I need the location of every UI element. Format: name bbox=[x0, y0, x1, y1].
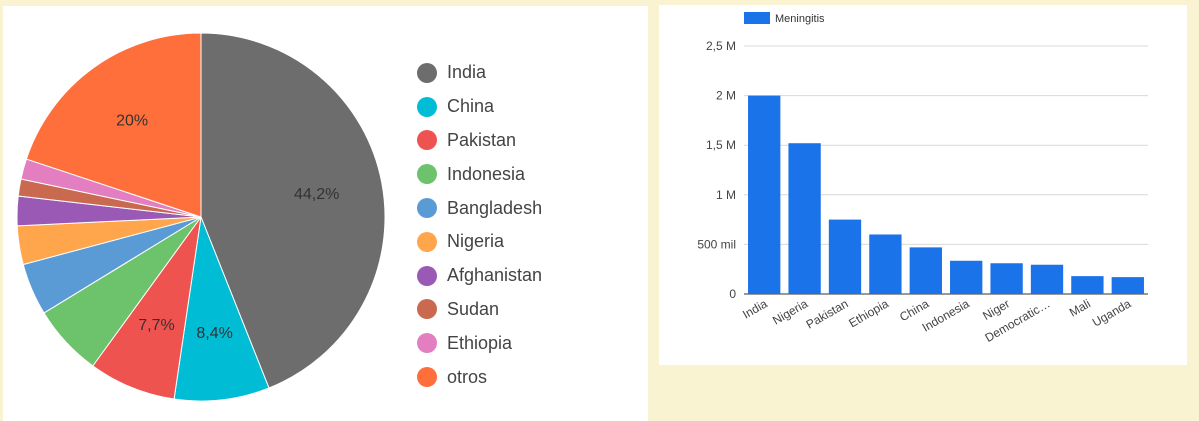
y-tick-label: 0 bbox=[729, 287, 736, 301]
pie-legend: India China Pakistan Indonesia Bangladesh Nig… bbox=[417, 56, 542, 394]
legend-label-ethiopia: Ethiopia bbox=[447, 332, 513, 353]
legend-item-otros[interactable]: otros bbox=[417, 360, 542, 394]
pie-data-label-pakistan: 7,7% bbox=[138, 317, 174, 334]
legend-label-india: India bbox=[447, 62, 487, 83]
legend-item-ethiopia[interactable]: Ethiopia bbox=[417, 326, 542, 360]
pie-slice-india[interactable] bbox=[200, 32, 386, 389]
bar-democratic[interactable] bbox=[1030, 264, 1064, 294]
legend-item-afghanistan[interactable]: Afghanistan bbox=[417, 259, 542, 293]
x-tick-label-india: India bbox=[740, 296, 770, 321]
legend-swatch-nigeria bbox=[417, 231, 437, 252]
bar-indonesia[interactable] bbox=[950, 260, 983, 294]
legend-item-india[interactable]: India bbox=[417, 56, 542, 90]
legend-item-bangladesh[interactable]: Bangladesh bbox=[417, 191, 542, 225]
legend-swatch-afghanistan bbox=[417, 265, 437, 286]
legend-swatch-india bbox=[417, 62, 437, 83]
legend-item-pakistan[interactable]: Pakistan bbox=[417, 124, 542, 158]
bar-chart: 0 500 mil 1 M 1,5 M 2 M 2,5 M India NigeriaPaki… bbox=[697, 12, 1148, 345]
legend-item-china[interactable]: China bbox=[417, 90, 542, 124]
bar-uganda[interactable] bbox=[1111, 277, 1144, 294]
legend-item-nigeria[interactable]: Nigeria bbox=[417, 225, 542, 259]
legend-swatch-meningitis bbox=[744, 12, 770, 24]
bar-nigeria[interactable] bbox=[788, 143, 821, 294]
x-tick-label-uganda: Uganda bbox=[1090, 296, 1134, 329]
legend-label-sudan: Sudan bbox=[447, 298, 500, 319]
bar-niger[interactable] bbox=[990, 263, 1023, 294]
legend-label-meningitis[interactable]: Meningitis bbox=[775, 13, 825, 25]
legend-swatch-sudan bbox=[417, 299, 437, 320]
legend-swatch-indonesia bbox=[417, 164, 437, 185]
bar-china[interactable] bbox=[909, 247, 942, 294]
y-tick-label: 2 M bbox=[716, 89, 736, 103]
legend-swatch-bangladesh bbox=[417, 198, 437, 219]
bar-india[interactable] bbox=[748, 95, 781, 294]
legend-label-indonesia: Indonesia bbox=[447, 163, 526, 184]
legend-swatch-otros bbox=[417, 367, 437, 388]
bar-chart-panel: 0 500 mil 1 M 1,5 M 2 M 2,5 M India Nigeria Paki… bbox=[659, 5, 1187, 365]
pie-chart-panel: 44,2% 8,4% 7,7% 20% India China Pakistan Indon… bbox=[3, 6, 648, 421]
x-tick-label-ethiopia: Ethiopia bbox=[846, 296, 891, 330]
bar-pakistan[interactable] bbox=[828, 219, 862, 294]
pie-data-label-india: 44,2% bbox=[294, 186, 339, 203]
y-tick-label: 2,5 M bbox=[706, 39, 736, 53]
legend-label-china: China bbox=[447, 96, 495, 117]
y-tick-label: 500 mil bbox=[697, 237, 736, 251]
pie-data-label-otros: 20% bbox=[116, 113, 148, 130]
bar-ethiopia[interactable] bbox=[869, 234, 902, 294]
legend-swatch-china bbox=[417, 96, 437, 117]
pie-chart: 44,2% 8,4% 7,7% 20% bbox=[16, 32, 386, 402]
legend-label-bangladesh: Bangladesh bbox=[447, 197, 543, 218]
x-tick-label-nigeria: Nigeria bbox=[770, 296, 810, 327]
x-tick-label-pakistan: Pakistan bbox=[804, 296, 851, 331]
legend-item-sudan[interactable]: Sudan bbox=[417, 293, 542, 327]
legend-swatch-pakistan bbox=[417, 130, 437, 151]
x-tick-label-mali: Mali bbox=[1067, 296, 1093, 319]
legend-label-pakistan: Pakistan bbox=[447, 129, 517, 150]
y-tick-label: 1 M bbox=[716, 188, 736, 202]
legend-swatch-ethiopia bbox=[417, 333, 437, 354]
pie-slice-otros[interactable] bbox=[25, 32, 202, 218]
legend-label-nigeria: Nigeria bbox=[447, 231, 505, 252]
legend-label-afghanistan: Afghanistan bbox=[447, 265, 543, 286]
pie-data-label-china: 8,4% bbox=[196, 325, 232, 342]
y-tick-label: 1,5 M bbox=[706, 138, 736, 152]
pie-slice-china[interactable] bbox=[173, 215, 270, 402]
bar-mali[interactable] bbox=[1071, 276, 1104, 294]
legend-item-indonesia[interactable]: Indonesia bbox=[417, 157, 542, 191]
legend-label-otros: otros bbox=[447, 366, 488, 387]
